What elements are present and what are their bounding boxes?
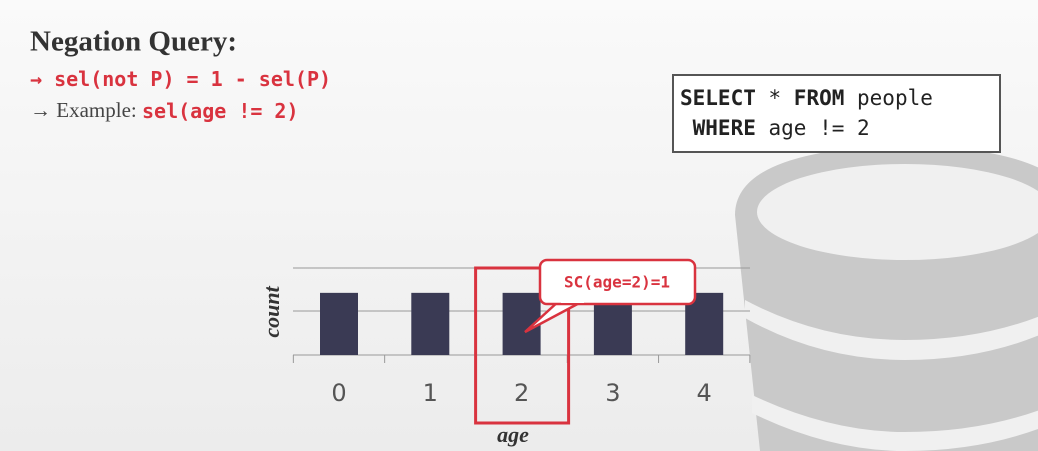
sql-keyword: SELECT: [680, 86, 756, 110]
bullet-text: → Example:: [30, 98, 142, 122]
bullet: → Example: sel(age != 2): [30, 98, 299, 123]
bar: [411, 292, 450, 355]
callout-cover: [561, 298, 584, 303]
bullet: → sel(not P) = 1 - sel(P): [30, 67, 331, 91]
sql-text: people: [844, 86, 933, 110]
code-text: sel(age != 2): [142, 99, 299, 123]
sql-line: SELECT * FROM people: [680, 86, 933, 110]
title: Negation Query:: [30, 26, 237, 58]
database-icon: [735, 145, 1038, 451]
sql-keyword: FROM: [794, 86, 845, 110]
callout-box: [538, 258, 697, 306]
x-axis-label: age: [497, 422, 529, 447]
sql-keyword: WHERE: [680, 116, 756, 140]
callout-pointer: [524, 298, 586, 334]
x-tick-label: 1: [423, 379, 438, 407]
sql-line: WHERE age != 2: [680, 116, 870, 140]
sql-text: age != 2: [756, 116, 870, 140]
highlight-box: [474, 266, 571, 425]
code-text: → sel(not P) = 1 - sel(P): [30, 67, 331, 91]
y-axis-label: count: [259, 285, 284, 337]
x-tick-label: 0: [331, 379, 346, 407]
bar: [320, 292, 358, 355]
sql-box: [672, 74, 1001, 153]
sql-text: *: [756, 86, 794, 110]
x-tick-label: 3: [605, 379, 620, 407]
x-tick-label: 4: [697, 379, 712, 407]
x-tick-label: 2: [514, 379, 529, 407]
callout-text: SC(age=2)=1: [564, 273, 670, 292]
